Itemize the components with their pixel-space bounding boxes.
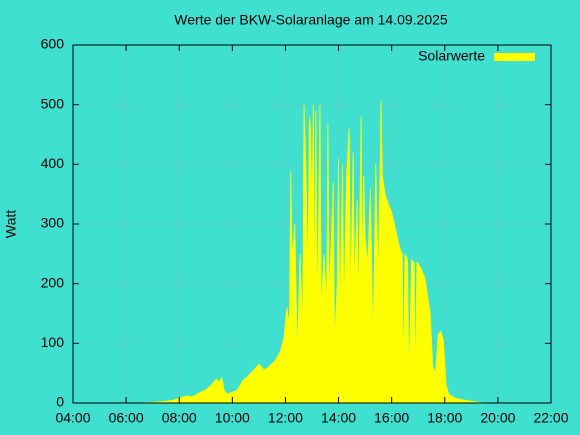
x-tick-label: 16:00	[374, 410, 409, 426]
y-axis-label: Watt	[3, 210, 19, 238]
y-tick-label: 400	[41, 155, 65, 171]
x-tick-label: 12:00	[268, 410, 303, 426]
x-tick-label: 20:00	[480, 410, 515, 426]
x-tick-label: 08:00	[162, 410, 197, 426]
legend-swatch	[494, 53, 535, 61]
x-tick-label: 14:00	[321, 410, 356, 426]
legend-label: Solarwerte	[418, 48, 485, 64]
chart-title: Werte der BKW-Solaranlage am 14.09.2025	[174, 12, 448, 28]
x-tick-label: 06:00	[109, 410, 144, 426]
y-tick-label: 300	[41, 215, 65, 231]
y-tick-label: 600	[41, 36, 65, 52]
y-tick-label: 0	[56, 394, 64, 410]
y-tick-label: 500	[41, 95, 65, 111]
x-tick-label: 04:00	[55, 410, 90, 426]
y-tick-label: 200	[41, 274, 65, 290]
x-tick-label: 10:00	[215, 410, 250, 426]
area	[139, 101, 488, 404]
x-tick-label: 22:00	[533, 410, 568, 426]
y-tick-label: 100	[41, 334, 65, 350]
x-tick-label: 18:00	[427, 410, 462, 426]
